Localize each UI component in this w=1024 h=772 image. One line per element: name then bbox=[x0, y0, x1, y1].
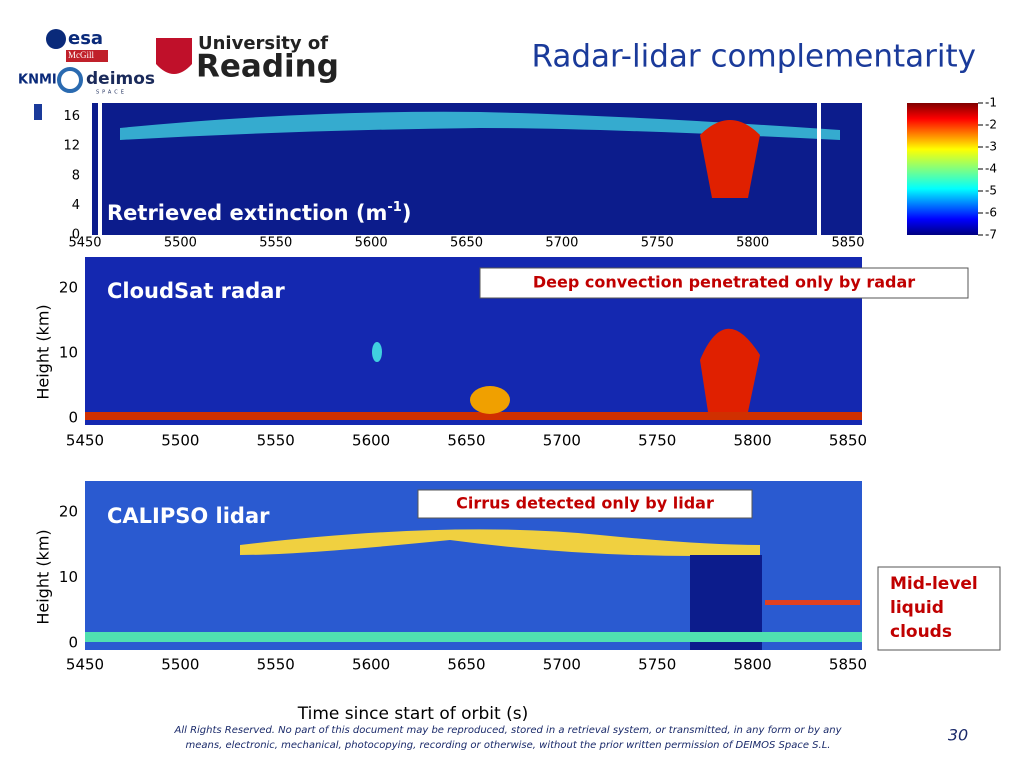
x-tick-label: 5750 bbox=[641, 236, 674, 251]
y-tick-label: 4 bbox=[72, 198, 80, 213]
colorbar-tick-label: -3 bbox=[985, 140, 997, 154]
cloud-shape bbox=[700, 120, 760, 198]
y-tick-label: 20 bbox=[59, 279, 78, 297]
y-tick-label: 16 bbox=[63, 109, 80, 124]
y-tick-label: 0 bbox=[68, 409, 78, 427]
y-axis-label: Height (km) bbox=[34, 304, 53, 399]
annotation-box bbox=[417, 489, 753, 519]
deimos-logo bbox=[57, 67, 83, 93]
reading-crest bbox=[156, 38, 192, 74]
x-tick-label: 5450 bbox=[68, 236, 101, 251]
x-tick-label: 5700 bbox=[545, 236, 578, 251]
x-tick-label: 5750 bbox=[638, 656, 676, 674]
y-tick-label: 8 bbox=[72, 168, 80, 183]
x-tick-label: 5700 bbox=[543, 432, 581, 450]
colorbar-tick-label: -6 bbox=[985, 206, 997, 220]
callout: Mid-level bbox=[890, 574, 978, 594]
cloud-shape bbox=[470, 386, 510, 414]
bullet bbox=[34, 104, 42, 120]
colorbar bbox=[907, 103, 978, 235]
colorbar-tick-label: -4 bbox=[985, 162, 997, 176]
x-tick-label: 5500 bbox=[161, 432, 199, 450]
cloud-shape bbox=[240, 529, 760, 556]
x-tick-label: 5650 bbox=[447, 656, 485, 674]
x-tick-label: 5700 bbox=[543, 656, 581, 674]
logo-text: Reading bbox=[196, 49, 339, 85]
colorbar-tick-label: -2 bbox=[985, 118, 997, 132]
cloud-shape bbox=[372, 342, 382, 362]
annotation: Cirrus detected only by lidar bbox=[456, 494, 714, 513]
label-text: Retrieved extinction (m bbox=[107, 201, 387, 225]
x-tick-label: 5650 bbox=[450, 236, 483, 251]
colorbar-tick-label: -1 bbox=[985, 96, 997, 110]
panel-label: CALIPSO lidar bbox=[107, 504, 270, 528]
y-tick-label: 10 bbox=[59, 344, 78, 362]
slide-title: Radar-lidar complementarity bbox=[532, 39, 976, 75]
y-tick-label: 0 bbox=[68, 634, 78, 652]
x-tick-label: 5500 bbox=[161, 656, 199, 674]
x-tick-label: 5600 bbox=[352, 432, 390, 450]
x-tick-label: 5550 bbox=[257, 432, 295, 450]
x-tick-label: 5450 bbox=[66, 656, 104, 674]
label-sup: -1 bbox=[387, 200, 401, 215]
panel-label: CloudSat radar bbox=[107, 279, 285, 303]
y-tick-label: 12 bbox=[63, 139, 80, 154]
cloud-shape bbox=[700, 328, 760, 412]
colorbar-tick-label: -7 bbox=[985, 228, 997, 242]
logo-text: esa bbox=[68, 28, 103, 49]
logo-text: KNMI bbox=[18, 73, 57, 88]
mcgill-logo bbox=[66, 50, 108, 62]
gap bbox=[817, 103, 821, 235]
x-tick-label: 5550 bbox=[259, 236, 292, 251]
esa-logo bbox=[46, 29, 66, 49]
y-tick-label: 10 bbox=[59, 568, 78, 586]
x-tick-label: 5550 bbox=[257, 656, 295, 674]
x-tick-label: 5800 bbox=[736, 236, 769, 251]
colorbar-tick-label: -5 bbox=[985, 184, 997, 198]
logo-text: McGill bbox=[68, 50, 94, 60]
callout: liquid bbox=[890, 598, 944, 618]
boundary-layer bbox=[85, 632, 862, 642]
cloud-shape bbox=[765, 600, 860, 605]
page-number: 30 bbox=[948, 726, 968, 745]
callout-box bbox=[877, 566, 1001, 651]
surface-echo bbox=[85, 412, 862, 420]
x-tick-label: 5650 bbox=[447, 432, 485, 450]
x-tick-label: 5600 bbox=[352, 656, 390, 674]
x-tick-label: 5500 bbox=[164, 236, 197, 251]
y-axis-label: Height (km) bbox=[34, 529, 53, 624]
x-axis-label: Time since start of orbit (s) bbox=[297, 704, 528, 724]
y-tick-label: 0 bbox=[72, 228, 80, 243]
annotation-box bbox=[479, 267, 969, 299]
logo-text: University of bbox=[198, 33, 328, 54]
x-tick-label: 5850 bbox=[829, 656, 867, 674]
callout: clouds bbox=[890, 622, 952, 642]
label-text: ) bbox=[402, 201, 412, 225]
logo-text: SPACE bbox=[96, 90, 127, 96]
x-tick-label: 5600 bbox=[355, 236, 388, 251]
x-tick-label: 5850 bbox=[831, 236, 864, 251]
y-tick-label: 20 bbox=[59, 503, 78, 521]
x-tick-label: 5750 bbox=[638, 432, 676, 450]
cloud-shape bbox=[120, 111, 840, 140]
x-tick-label: 5850 bbox=[829, 432, 867, 450]
footer: means, electronic, mechanical, photocopy… bbox=[186, 740, 831, 751]
gap bbox=[98, 103, 102, 235]
x-tick-label: 5800 bbox=[734, 656, 772, 674]
annotation: Deep convection penetrated only by radar bbox=[533, 273, 915, 292]
panel-label: Retrieved extinction (m-1) bbox=[107, 200, 411, 226]
footer: All Rights Reserved. No part of this doc… bbox=[174, 725, 843, 736]
logo-text: deimos bbox=[86, 69, 155, 89]
x-tick-label: 5800 bbox=[734, 432, 772, 450]
x-tick-label: 5450 bbox=[66, 432, 104, 450]
